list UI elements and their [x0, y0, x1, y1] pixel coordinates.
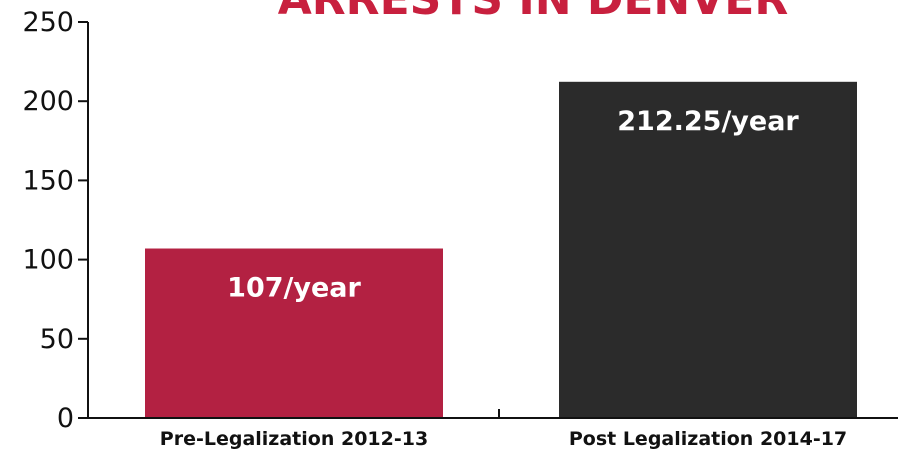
y-tick-label: 100	[22, 245, 74, 276]
y-tick-label: 200	[22, 86, 74, 117]
bar-1	[145, 248, 443, 418]
bar-2	[559, 81, 857, 419]
bars-layer	[145, 81, 857, 419]
y-tick-label: 50	[40, 324, 74, 355]
bar-value-label-2: 212.25/year	[617, 106, 799, 137]
y-tick-label: 150	[22, 165, 74, 196]
y-tick-label: 250	[22, 7, 74, 38]
y-tick-label: 0	[57, 403, 74, 434]
labels-layer: 107/year 212.25/year	[227, 106, 799, 304]
chart-title: ARRESTS IN DENVER	[278, 0, 789, 25]
category-label-2: Post Legalization 2014-17	[569, 428, 847, 450]
bar-value-label-1: 107/year	[227, 273, 361, 304]
category-label-1: Pre-Legalization 2012-13	[160, 428, 428, 450]
axes-layer: 0 50 100 150 200 250 Pre-Legalization 2012-13 P…	[22, 7, 898, 450]
